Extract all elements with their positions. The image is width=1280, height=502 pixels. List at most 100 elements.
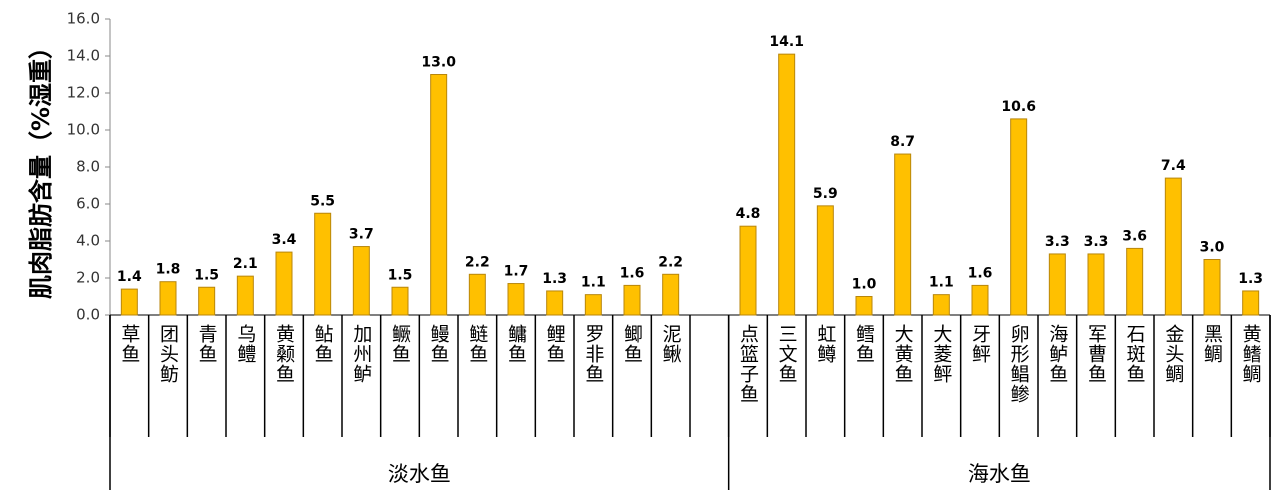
x-tick-label: 鳜鱼	[389, 324, 411, 364]
x-tick-label: 鳗鱼	[428, 324, 450, 364]
value-label: 1.3	[542, 271, 567, 287]
x-tick-label: 鲇鱼	[312, 324, 334, 364]
value-label: 2.2	[465, 254, 490, 270]
group-label: 海水鱼	[968, 462, 1031, 486]
y-axis-label: 肌肉脂肪含量（%湿重）	[27, 35, 55, 299]
bar	[275, 251, 293, 316]
x-tick-label: 牙鲆	[969, 324, 991, 364]
bar	[1164, 177, 1182, 316]
value-label: 5.5	[310, 193, 335, 209]
value-label: 1.4	[117, 269, 142, 285]
value-label: 1.1	[581, 275, 606, 291]
value-label: 3.3	[1045, 234, 1070, 250]
bar	[1087, 253, 1105, 316]
x-tick-label: 金头鲷	[1162, 324, 1184, 384]
bar	[120, 288, 138, 316]
x-tick-label: 鲫鱼	[621, 324, 643, 364]
value-label: 13.0	[421, 55, 456, 71]
x-tick-label: 大菱鲆	[930, 324, 952, 384]
value-label: 1.8	[156, 262, 181, 278]
x-tick-label: 泥鳅	[660, 324, 682, 364]
bar	[739, 225, 757, 316]
bar	[1242, 290, 1260, 316]
value-label: 2.1	[233, 256, 258, 272]
bar	[1126, 247, 1144, 316]
bar	[159, 281, 177, 316]
bar	[352, 246, 370, 316]
x-tick-label: 鲢鱼	[466, 324, 488, 364]
bar	[546, 290, 564, 316]
bar	[778, 53, 796, 316]
group-label: 淡水鱼	[388, 462, 451, 486]
bar	[391, 286, 409, 316]
value-label: 2.2	[658, 254, 683, 270]
x-tick-label: 黑鲷	[1201, 324, 1223, 364]
value-label: 7.4	[1161, 158, 1186, 174]
bar	[894, 153, 912, 316]
bar	[855, 296, 873, 316]
bar	[1010, 118, 1028, 316]
y-tick-label: 10.0	[67, 121, 100, 139]
value-label: 8.7	[890, 134, 915, 150]
x-tick-label: 虹鳟	[814, 324, 836, 364]
x-tick-label: 黄鳍鲷	[1240, 324, 1262, 384]
value-label: 1.5	[194, 267, 219, 283]
x-tick-label: 大黄鱼	[892, 324, 914, 384]
value-label: 14.1	[769, 34, 804, 50]
x-tick-label: 青鱼	[196, 324, 218, 364]
value-label: 1.6	[620, 265, 645, 281]
x-tick-label: 点篮子鱼	[737, 324, 759, 404]
bar	[430, 74, 448, 316]
y-tick-label: 2.0	[76, 269, 100, 287]
value-label: 4.8	[736, 206, 761, 222]
y-tick-label: 6.0	[76, 195, 100, 213]
x-tick-label: 团头鲂	[157, 324, 179, 384]
bar	[662, 273, 680, 316]
x-tick-label: 黄颡鱼	[273, 324, 295, 384]
bar	[236, 275, 254, 316]
value-label: 3.0	[1200, 240, 1225, 256]
x-tick-label: 加州鲈	[350, 324, 372, 384]
bar	[507, 283, 525, 316]
bar	[1203, 259, 1221, 316]
value-label: 1.7	[504, 264, 529, 280]
x-tick-label: 卵形鲳鲹	[1008, 324, 1030, 404]
value-label: 3.6	[1122, 228, 1147, 244]
value-label: 1.1	[929, 275, 954, 291]
bar	[1048, 253, 1066, 316]
x-tick-label: 军曹鱼	[1085, 324, 1107, 384]
value-label: 3.7	[349, 227, 374, 243]
y-tick-label: 4.0	[76, 232, 100, 250]
x-tick-label: 鲤鱼	[544, 324, 566, 364]
bar	[198, 286, 216, 316]
bar	[468, 273, 486, 316]
value-label: 1.0	[852, 277, 877, 293]
x-tick-label: 三文鱼	[776, 324, 798, 384]
bar	[971, 284, 989, 316]
x-tick-label: 鳕鱼	[853, 324, 875, 364]
x-tick-label: 罗非鱼	[582, 324, 604, 384]
y-tick-label: 16.0	[67, 10, 100, 28]
x-tick-label: 草鱼	[118, 324, 140, 364]
bar	[623, 284, 641, 316]
value-label: 5.9	[813, 186, 838, 202]
value-label: 3.3	[1084, 234, 1109, 250]
value-label: 1.5	[388, 267, 413, 283]
y-tick-label: 12.0	[67, 84, 100, 102]
y-tick-label: 8.0	[76, 158, 100, 176]
value-label: 1.6	[968, 265, 993, 281]
y-tick-label: 14.0	[67, 47, 100, 65]
bar	[584, 294, 602, 316]
x-tick-label: 石斑鱼	[1124, 324, 1146, 384]
x-tick-label: 乌鳢	[234, 324, 256, 364]
bar	[932, 294, 950, 316]
bar	[816, 205, 834, 316]
value-label: 3.4	[272, 232, 297, 248]
y-tick-label: 0.0	[76, 306, 100, 324]
value-label: 1.3	[1238, 271, 1263, 287]
x-tick-label: 鳙鱼	[505, 324, 527, 364]
x-tick-label: 海鲈鱼	[1046, 324, 1068, 384]
value-label: 10.6	[1001, 99, 1036, 115]
bar	[314, 212, 332, 316]
